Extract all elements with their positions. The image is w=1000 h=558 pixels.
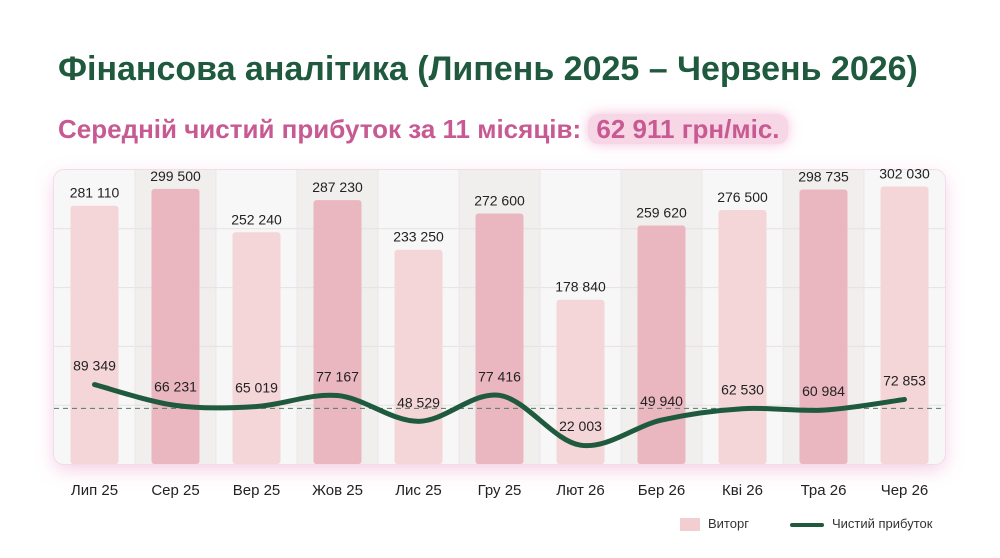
x-tick-label: Вер 25 (233, 482, 281, 499)
profit-value-label: 65 019 (235, 379, 278, 395)
bar-value-label: 272 600 (474, 193, 525, 209)
legend-revenue-label: Виторг (708, 516, 749, 531)
profit-value-label: 48 529 (397, 394, 440, 410)
legend-item-revenue: Виторг (680, 516, 749, 532)
bar (718, 209, 767, 464)
x-tick-label: Лют 26 (556, 482, 605, 499)
bar-value-label: 302 030 (879, 166, 930, 182)
bar (232, 232, 281, 464)
x-tick-label: Чер 26 (881, 482, 929, 499)
profit-value-label: 77 167 (316, 369, 359, 385)
bar-value-label: 252 240 (231, 211, 282, 227)
chart-subtitle: Середній чистий прибуток за 11 місяців: … (58, 114, 788, 145)
profit-value-label: 77 416 (478, 368, 521, 384)
x-tick-label: Бер 26 (638, 482, 685, 499)
bar-value-label: 298 735 (798, 169, 849, 185)
x-tick-label: Гру 25 (478, 482, 522, 499)
bar (880, 186, 929, 464)
x-tick-label: Сер 25 (151, 482, 199, 499)
profit-value-label: 49 940 (640, 393, 683, 409)
x-tick-label: Кві 26 (722, 482, 763, 499)
profit-value-label: 72 853 (883, 372, 926, 388)
bar-value-label: 276 500 (717, 189, 768, 205)
bar-value-label: 178 840 (555, 279, 606, 295)
profit-value-label: 22 003 (559, 418, 602, 434)
profit-value-label: 62 530 (721, 382, 764, 398)
profit-value-label: 60 984 (802, 383, 845, 399)
profit-value-label: 89 349 (73, 358, 116, 374)
bar (475, 213, 524, 464)
profit-line (92, 382, 907, 449)
x-tick-label: Тра 26 (801, 482, 847, 499)
bar (637, 225, 686, 464)
profit-value-label: 66 231 (154, 378, 197, 394)
average-profit-value: 62 911 грн/міс. (588, 114, 788, 144)
bar (799, 189, 848, 464)
chart-title: Фінансова аналітика (Липень 2025 – Черве… (58, 50, 918, 88)
bar-value-label: 281 110 (70, 185, 120, 201)
bar (70, 205, 119, 464)
x-tick-label: Жов 25 (312, 482, 363, 499)
bar-value-label: 259 620 (636, 204, 687, 220)
bar (556, 299, 605, 464)
legend-revenue-swatch (680, 518, 700, 532)
legend-profit-label: Чистий прибуток (832, 516, 933, 531)
legend-item-profit: Чистий прибуток (790, 516, 932, 531)
bar (394, 249, 443, 464)
legend-profit-swatch (790, 522, 824, 527)
bar-value-label: 299 500 (150, 168, 201, 184)
bar (313, 200, 362, 465)
subtitle-prefix: Середній чистий прибуток за 11 місяців: (58, 114, 582, 144)
bar-value-label: 287 230 (312, 179, 363, 195)
bar (151, 188, 200, 464)
bar-value-label: 233 250 (393, 229, 444, 245)
x-tick-label: Лип 25 (71, 482, 118, 499)
x-tick-label: Лис 25 (395, 482, 442, 499)
